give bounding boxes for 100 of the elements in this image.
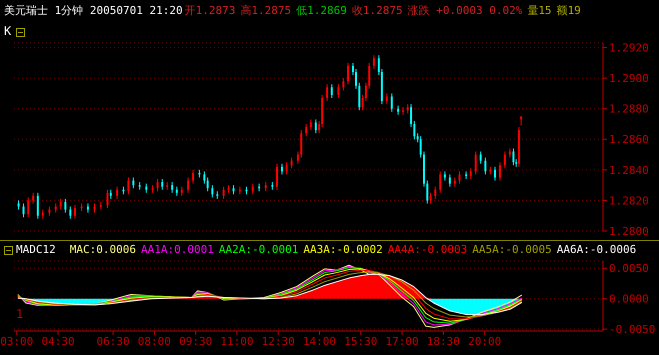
text: 高1.2875 — [240, 4, 292, 17]
candlestick — [470, 168, 472, 180]
candlestick — [342, 78, 344, 91]
text: AA5A:-0.0005 — [472, 243, 552, 256]
candlestick — [32, 192, 34, 204]
candlestick — [86, 202, 89, 214]
y-tick-label: 1.2840 — [609, 164, 649, 177]
candlestick — [252, 183, 254, 195]
annotation: 1 — [16, 307, 24, 321]
candlestick — [426, 180, 428, 204]
candlestick — [74, 204, 76, 220]
candlestick — [347, 62, 350, 85]
x-tick-label: 18:30 — [426, 334, 460, 348]
candlestick — [211, 184, 214, 198]
candlestick — [176, 186, 178, 196]
candlestick — [192, 169, 194, 184]
candlestick — [508, 148, 511, 158]
candlestick — [276, 163, 278, 190]
x-tick-label: 11:00 — [220, 334, 254, 348]
candlestick — [180, 186, 183, 196]
x-tick-label: 14:00 — [302, 334, 336, 348]
candlestick — [410, 104, 412, 128]
x-tick-label: 03:00 — [0, 334, 34, 348]
candlestick — [504, 151, 506, 169]
candlestick — [264, 182, 267, 192]
candlestick — [434, 186, 436, 200]
candlestick — [494, 166, 496, 182]
candlestick — [280, 163, 283, 175]
text: MAC:0.0006 — [70, 243, 136, 256]
chart-subtitle: K — [4, 24, 12, 38]
candlestick — [326, 84, 328, 102]
candlestick — [48, 206, 50, 216]
x-tick-label: 20:00 — [468, 334, 502, 348]
candlestick — [222, 186, 225, 200]
y-tick-label: 1.2860 — [609, 133, 649, 146]
candlestick — [60, 198, 62, 210]
candlestick — [413, 120, 416, 140]
candlestick — [444, 170, 446, 182]
candlestick — [106, 189, 108, 209]
y-tick-label: -0.0050 — [609, 323, 656, 336]
y-tick-label: 1.2820 — [609, 194, 649, 208]
candlestick — [42, 209, 44, 220]
candlestick — [397, 105, 400, 116]
candlestick — [512, 148, 514, 166]
y-tick-label: 1.2880 — [609, 102, 649, 116]
candlestick — [337, 84, 340, 99]
x-tick-label: 04:30 — [41, 334, 75, 348]
candlestick — [116, 186, 118, 200]
text: AA2A:-0.0001 — [218, 243, 298, 256]
y-tick-label: 1.2900 — [609, 72, 649, 86]
chart-title: MADC12 — [16, 243, 56, 256]
candlestick — [454, 177, 456, 188]
candlestick — [430, 192, 432, 204]
candlestick — [305, 124, 308, 137]
candlestick — [314, 118, 317, 134]
candlestick — [36, 192, 39, 220]
text: 收1.2875 — [352, 4, 403, 17]
candlestick — [484, 157, 486, 175]
candlestick — [187, 177, 190, 194]
candlestick — [439, 170, 442, 194]
candlestick — [127, 177, 130, 195]
x-tick-label: 17:00 — [386, 334, 419, 348]
y-tick-label: 0.0050 — [609, 262, 649, 276]
candlestick — [390, 92, 393, 112]
candlestick — [110, 189, 112, 200]
x-tick-label: 08:00 — [138, 334, 171, 348]
candlestick — [232, 184, 235, 195]
candlestick — [420, 136, 422, 158]
series-label: AA4A:-0.0003 — [388, 243, 468, 256]
candlestick — [358, 82, 360, 111]
y-tick-label: 1.2920 — [609, 41, 649, 54]
text: 开1.2873 — [184, 4, 236, 17]
x-tick-label: 12:30 — [262, 334, 295, 348]
candlestick — [362, 94, 364, 111]
y-tick-label: 1.2800 — [609, 224, 649, 238]
candlestick — [290, 157, 293, 169]
candlestick — [27, 196, 30, 218]
candlestick — [156, 178, 159, 192]
candlestick — [69, 206, 72, 220]
candlestick — [372, 54, 375, 70]
candlestick — [386, 92, 388, 105]
x-tick-label: 06:30 — [96, 334, 130, 348]
x-tick-label: 15:30 — [344, 334, 378, 348]
candlestick — [286, 162, 288, 175]
candlestick — [474, 151, 477, 175]
candlestick — [480, 151, 482, 164]
text: AA1A:0.0001 — [140, 243, 214, 256]
text: 量15 — [527, 4, 552, 17]
text: 额19 — [556, 4, 581, 17]
candlestick — [64, 198, 66, 214]
text: 涨跌 +0.0003 0.02% — [408, 4, 522, 17]
candlestick — [94, 202, 96, 214]
candlestick — [498, 162, 501, 182]
y-tick-label: 0.0000 — [609, 292, 649, 306]
candlestick — [54, 202, 57, 214]
candlestick — [458, 170, 460, 184]
candlestick — [22, 202, 25, 218]
candlestick — [145, 183, 148, 194]
text: 低1.2869 — [296, 4, 347, 17]
candlestick — [171, 182, 174, 194]
